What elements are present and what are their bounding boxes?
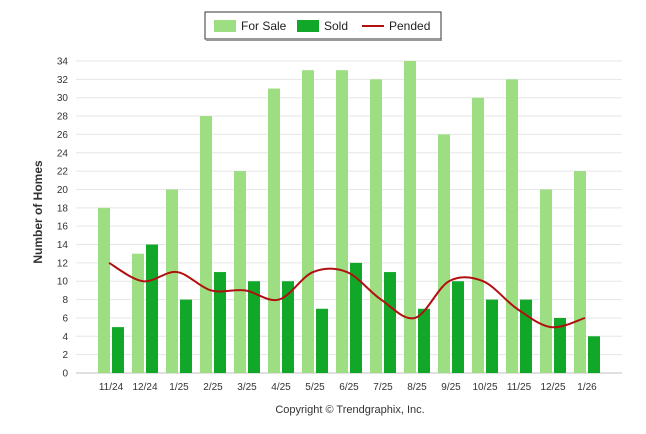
bar-sold[interactable] [486, 299, 498, 373]
legend-item-for-sale[interactable]: For Sale [214, 19, 287, 33]
bar-sold[interactable] [520, 299, 532, 373]
y-tick-label: 32 [57, 75, 69, 86]
y-axis-title: Number of Homes [31, 160, 45, 264]
y-tick-label: 34 [57, 57, 69, 68]
bar-for-sale[interactable] [166, 189, 178, 373]
y-tick-label: 12 [57, 258, 69, 269]
copyright-footer: Copyright © Trendgraphix, Inc. [275, 404, 424, 416]
y-tick-label: 20 [57, 185, 69, 196]
x-tick-label: 11/24 [99, 382, 124, 393]
x-tick-label: 10/25 [472, 382, 497, 393]
x-tick-label: 3/25 [237, 382, 257, 393]
bar-sold[interactable] [112, 327, 124, 373]
y-tick-label: 6 [62, 313, 68, 324]
x-tick-label: 2/25 [203, 382, 223, 393]
bar-sold[interactable] [384, 272, 396, 373]
y-tick-label: 16 [57, 222, 69, 233]
bar-for-sale[interactable] [98, 207, 110, 373]
bar-for-sale[interactable] [472, 97, 484, 374]
bar-sold[interactable] [588, 336, 600, 373]
bars [98, 61, 600, 374]
y-tick-label: 30 [57, 93, 69, 104]
x-tick-label: 7/25 [373, 382, 393, 393]
x-tick-label: 4/25 [271, 382, 291, 393]
legend-label-for-sale: For Sale [241, 19, 287, 33]
y-tick-label: 26 [57, 130, 69, 141]
y-tick-label: 18 [57, 203, 69, 214]
x-tick-label: 12/25 [540, 382, 565, 393]
y-tick-label: 22 [57, 167, 69, 178]
legend-item-pended[interactable]: Pended [362, 19, 430, 33]
legend-swatch-sold [297, 20, 319, 32]
y-tick-label: 8 [62, 295, 68, 306]
x-tick-label: 1/25 [169, 382, 189, 393]
bar-sold[interactable] [452, 281, 464, 373]
bar-sold[interactable] [418, 308, 430, 373]
bar-sold[interactable] [554, 317, 566, 373]
bar-sold[interactable] [248, 281, 260, 373]
legend-box [204, 11, 442, 40]
legend: For Sale Sold Pended [204, 11, 442, 41]
bar-sold[interactable] [180, 299, 192, 373]
legend-label-sold: Sold [324, 19, 348, 33]
pended-line-layer [108, 262, 586, 329]
x-tick-label: 6/25 [339, 382, 359, 393]
y-tick-label: 4 [62, 332, 68, 343]
bar-sold[interactable] [146, 244, 158, 373]
pended-line[interactable] [108, 262, 586, 329]
bar-sold[interactable] [350, 262, 362, 373]
y-tick-label: 28 [57, 112, 69, 123]
bar-sold[interactable] [282, 281, 294, 373]
legend-item-sold[interactable]: Sold [297, 19, 348, 33]
bar-for-sale[interactable] [370, 79, 382, 374]
y-tick-label: 14 [57, 240, 69, 251]
x-tick-label: 11/25 [507, 382, 532, 393]
bar-for-sale[interactable] [574, 171, 586, 373]
x-tick-label: 5/25 [305, 382, 325, 393]
x-axis-ticks: 11/24 12/24 1/25 2/25 3/25 4/25 5/25 6/25 7/25 8/… [99, 382, 597, 393]
y-tick-label: 10 [57, 277, 69, 288]
y-tick-label: 24 [57, 148, 69, 159]
legend-label-pended: Pended [389, 19, 430, 33]
bar-for-sale[interactable] [438, 134, 450, 373]
x-tick-label: 1/26 [577, 382, 597, 393]
bar-sold[interactable] [316, 308, 328, 373]
bar-for-sale[interactable] [268, 88, 280, 373]
y-tick-label: 0 [62, 369, 68, 380]
bar-for-sale[interactable] [336, 70, 348, 374]
bar-for-sale[interactable] [302, 70, 314, 374]
legend-swatch-for-sale [214, 20, 236, 32]
bar-for-sale[interactable] [404, 61, 416, 373]
x-tick-label: 12/24 [132, 382, 157, 393]
x-tick-label: 9/25 [441, 382, 461, 393]
bar-sold[interactable] [214, 272, 226, 373]
y-tick-label: 2 [62, 350, 68, 361]
bar-for-sale[interactable] [200, 116, 212, 373]
bar-for-sale[interactable] [132, 253, 144, 373]
bar-for-sale[interactable] [540, 189, 552, 373]
x-tick-label: 8/25 [407, 382, 427, 393]
bar-for-sale[interactable] [234, 171, 246, 373]
bar-for-sale[interactable] [506, 79, 518, 374]
